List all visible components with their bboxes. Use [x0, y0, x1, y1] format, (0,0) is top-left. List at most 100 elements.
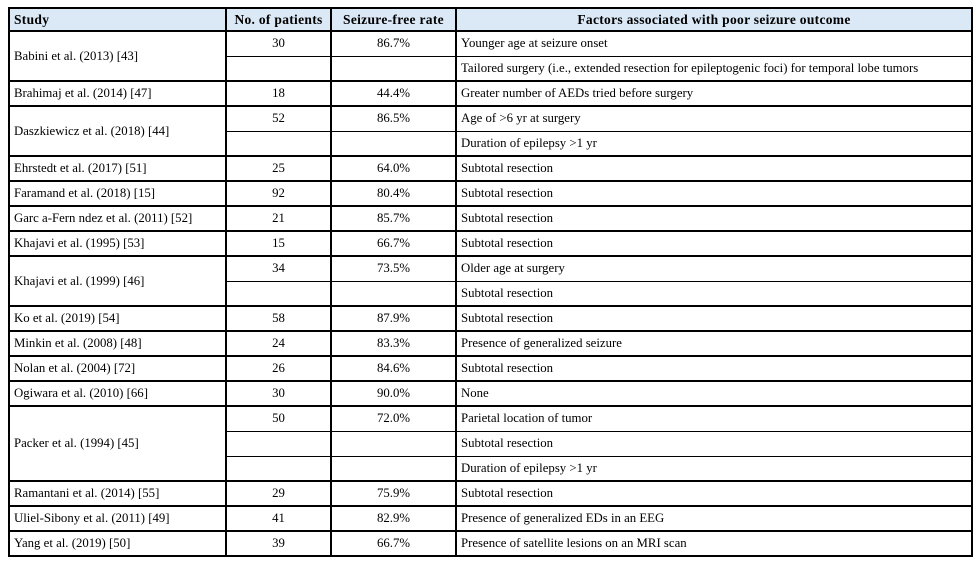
patients-cell: 30	[225, 30, 332, 56]
factor-cell: None	[455, 380, 973, 406]
table-row: Ko et al. (2019) [54] 58 87.9% Subtotal res…	[8, 305, 973, 331]
patients-cell: 25	[225, 155, 332, 181]
table-row: Babini et al. (2013) [43] 30 86.7% Younger …	[8, 30, 973, 81]
study-cell: Yang et al. (2019) [50]	[8, 530, 227, 556]
factor-cell: Subtotal resection	[455, 155, 973, 181]
study-cell: Brahimaj et al. (2014) [47]	[8, 80, 227, 106]
study-cell: Khajavi et al. (1999) [46]	[8, 255, 227, 306]
rate-cell: 82.9%	[330, 505, 457, 531]
rate-cell	[330, 130, 457, 156]
factor-cell: Subtotal resection	[455, 230, 973, 256]
table-row: Ehrstedt et al. (2017) [51] 25 64.0% Subtot…	[8, 155, 973, 181]
study-cell: Minkin et al. (2008) [48]	[8, 330, 227, 356]
patients-cell: 41	[225, 505, 332, 531]
col-header-rate: Seizure-free rate	[330, 7, 457, 32]
patients-cell: 21	[225, 205, 332, 231]
patients-cell: 52	[225, 105, 332, 131]
table-row: Garc a-Fern ndez et al. (2011) [52] 21 85.…	[8, 205, 973, 231]
patients-cell	[225, 130, 332, 156]
table-row: Faramand et al. (2018) [15] 92 80.4% Subtot…	[8, 180, 973, 206]
table-row: Yang et al. (2019) [50] 39 66.7% Presence o…	[8, 530, 973, 556]
seizure-outcome-table: Study No. of patients Seizure-free rate …	[8, 7, 973, 557]
patients-cell: 92	[225, 180, 332, 206]
patients-cell: 15	[225, 230, 332, 256]
patients-cell: 30	[225, 380, 332, 406]
table-row: Duration of epilepsy >1 yr	[9, 455, 973, 481]
patients-cell: 26	[225, 355, 332, 381]
table-row: Minkin et al. (2008) [48] 24 83.3% Presence…	[8, 330, 973, 356]
study-cell: Nolan et al. (2004) [72]	[8, 355, 227, 381]
rate-cell: 80.4%	[330, 180, 457, 206]
factor-cell: Tailored surgery (i.e., extended resecti…	[455, 55, 973, 81]
table-row: Ogiwara et al. (2010) [66] 30 90.0% None	[8, 380, 973, 406]
patients-cell: 24	[225, 330, 332, 356]
rate-cell: 72.0%	[330, 405, 457, 431]
header-row: Study No. of patients Seizure-free rate …	[8, 7, 973, 32]
factor-cell: Presence of generalized EDs in an EEG	[455, 505, 973, 531]
factor-cell: Subtotal resection	[455, 480, 973, 506]
study-cell: Daszkiewicz et al. (2018) [44]	[8, 105, 227, 156]
study-cell: Ko et al. (2019) [54]	[8, 305, 227, 331]
table-row: Uliel-Sibony et al. (2011) [49] 41 82.9% Pr…	[8, 505, 973, 531]
factor-cell: Duration of epilepsy >1 yr	[455, 455, 973, 481]
rate-cell: 90.0%	[330, 380, 457, 406]
patients-cell: 50	[225, 405, 332, 431]
rate-cell	[330, 55, 457, 81]
rate-cell	[330, 280, 457, 306]
study-cell: Khajavi et al. (1995) [53]	[8, 230, 227, 256]
col-header-study: Study	[8, 7, 227, 32]
factor-cell: Age of >6 yr at surgery	[455, 105, 973, 131]
study-cell: Babini et al. (2013) [43]	[8, 30, 227, 81]
factor-cell: Subtotal resection	[455, 305, 973, 331]
rate-cell: 64.0%	[330, 155, 457, 181]
factor-cell: Subtotal resection	[455, 355, 973, 381]
patients-cell: 39	[225, 530, 332, 556]
col-header-patients: No. of patients	[225, 7, 332, 32]
rate-cell: 87.9%	[330, 305, 457, 331]
factor-cell: Older age at surgery	[455, 255, 973, 281]
table-row: Daszkiewicz et al. (2018) [44] 52 86.5% Age…	[8, 105, 973, 156]
factor-cell: Greater number of AEDs tried before surg…	[455, 80, 973, 106]
factor-cell: Presence of satellite lesions on an MRI …	[455, 530, 973, 556]
rate-cell: 73.5%	[330, 255, 457, 281]
rate-cell: 84.6%	[330, 355, 457, 381]
table-row: Subtotal resection	[9, 280, 973, 306]
table-row: Nolan et al. (2004) [72] 26 84.6% Subtotal …	[8, 355, 973, 381]
rate-cell: 44.4%	[330, 80, 457, 106]
factor-cell: Subtotal resection	[455, 205, 973, 231]
rate-cell: 86.5%	[330, 105, 457, 131]
factor-cell: Duration of epilepsy >1 yr	[455, 130, 973, 156]
study-cell: Faramand et al. (2018) [15]	[8, 180, 227, 206]
rate-cell: 66.7%	[330, 530, 457, 556]
table-row: Ramantani et al. (2014) [55] 29 75.9% Subto…	[8, 480, 973, 506]
factor-cell: Younger age at seizure onset	[455, 30, 973, 56]
col-header-factors: Factors associated with poor seizure out…	[455, 7, 973, 32]
study-cell: Garc a-Fern ndez et al. (2011) [52]	[8, 205, 227, 231]
factor-cell: Subtotal resection	[455, 430, 973, 456]
patients-cell	[225, 55, 332, 81]
table-row: Duration of epilepsy >1 yr	[9, 130, 973, 156]
patients-cell: 58	[225, 305, 332, 331]
table-row: Tailored surgery (i.e., extended resecti…	[9, 55, 973, 81]
patients-cell: 34	[225, 255, 332, 281]
table-row: Subtotal resection	[9, 430, 973, 456]
study-cell: Ramantani et al. (2014) [55]	[8, 480, 227, 506]
rate-cell: 83.3%	[330, 330, 457, 356]
factor-cell: Subtotal resection	[455, 280, 973, 306]
patients-cell	[225, 280, 332, 306]
table-row: Khajavi et al. (1999) [46] 34 73.5% Older a…	[8, 255, 973, 306]
rate-cell: 86.7%	[330, 30, 457, 56]
table-row: Packer et al. (1994) [45] 50 72.0% Parietal…	[8, 405, 973, 481]
study-cell: Ehrstedt et al. (2017) [51]	[8, 155, 227, 181]
factor-cell: Parietal location of tumor	[455, 405, 973, 431]
table-row: Khajavi et al. (1995) [53] 15 66.7% Subtota…	[8, 230, 973, 256]
study-cell: Uliel-Sibony et al. (2011) [49]	[8, 505, 227, 531]
patients-cell	[225, 430, 332, 456]
study-cell: Packer et al. (1994) [45]	[8, 405, 227, 481]
factor-cell: Subtotal resection	[455, 180, 973, 206]
factor-cell: Presence of generalized seizure	[455, 330, 973, 356]
patients-cell: 18	[225, 80, 332, 106]
study-cell: Ogiwara et al. (2010) [66]	[8, 380, 227, 406]
rate-cell: 85.7%	[330, 205, 457, 231]
